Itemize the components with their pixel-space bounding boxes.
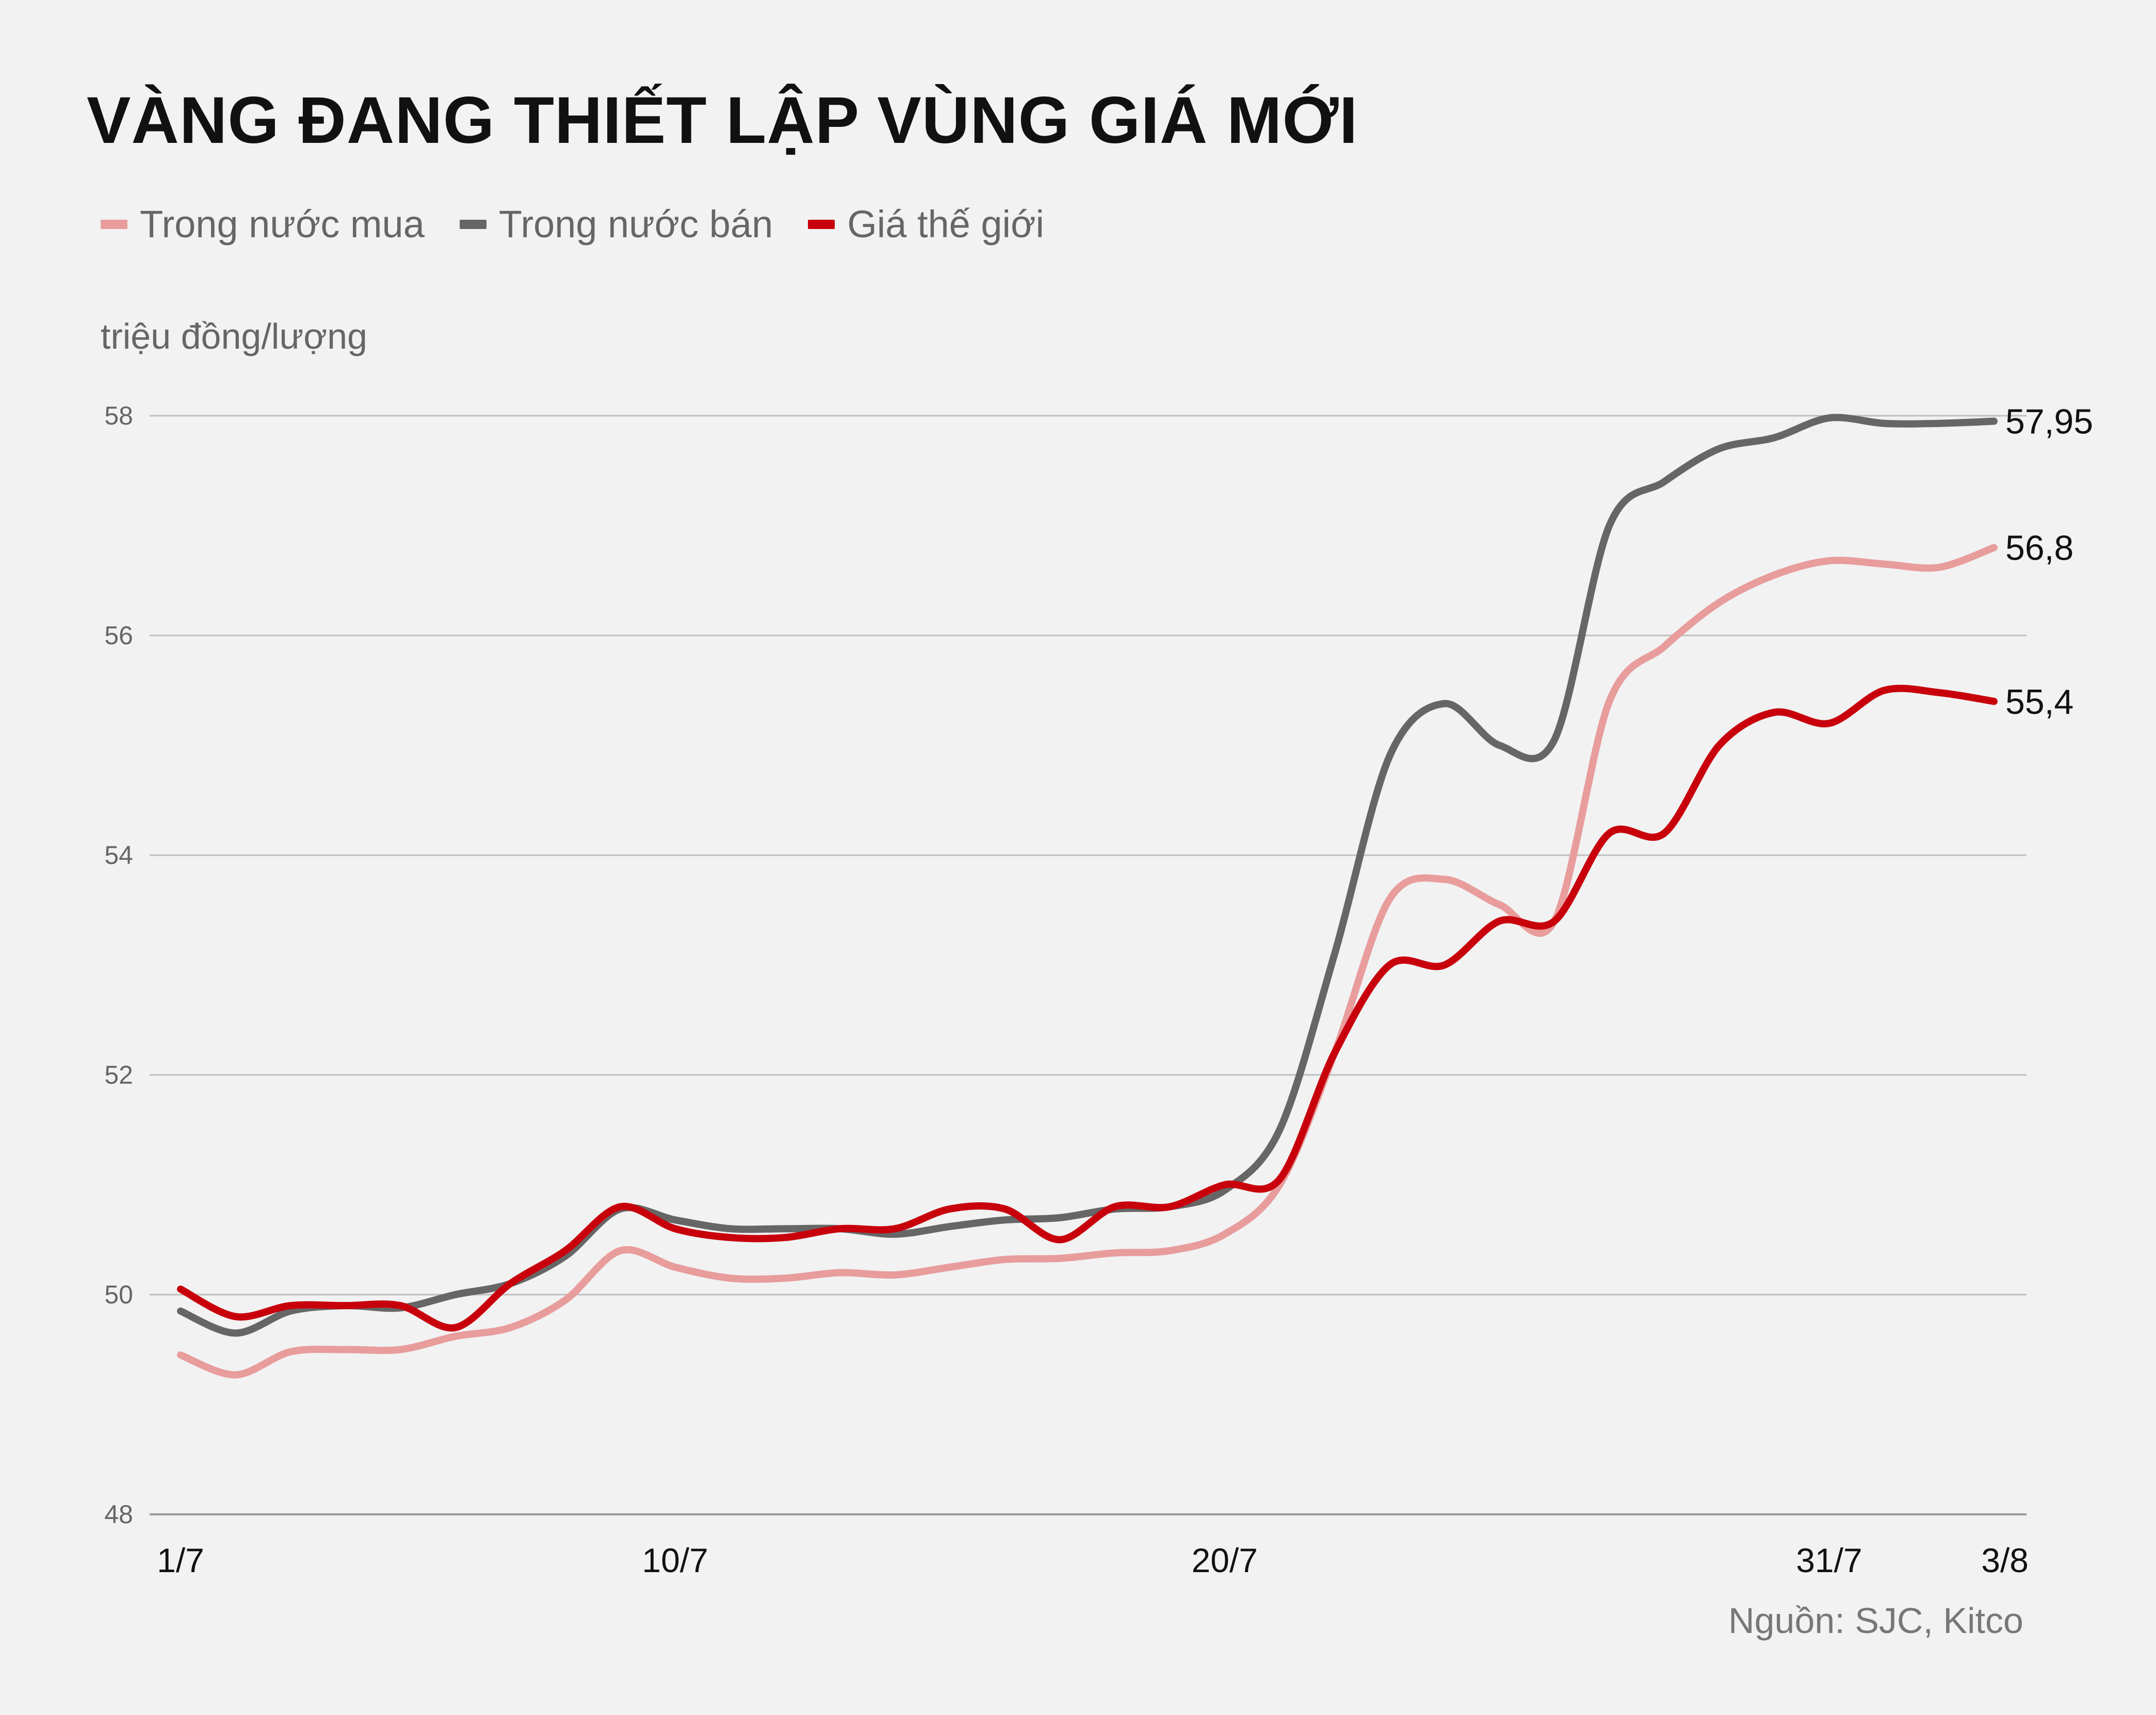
series-line-trong-nuoc-ban [177,414,1998,1337]
end-label-gia-the-gioi: 55,4 [2005,682,2073,722]
legend-swatch-gia-the-gioi [808,219,835,229]
x-tick-label: 3/8 [1981,1541,2029,1579]
end-label-trong-nuoc-mua: 56,8 [2005,529,2073,568]
legend-swatch-trong-nuoc-ban [459,219,487,229]
end-label-trong-nuoc-ban: 57,95 [2005,402,2093,442]
y-tick-label: 50 [104,1280,133,1309]
legend-item-gia-the-gioi: Giá thế giới [808,202,1044,246]
y-tick-label: 52 [104,1060,133,1089]
series-line-gia-the-gioi [177,684,1998,1332]
x-tick-label: 20/7 [1192,1541,1258,1579]
legend-label-trong-nuoc-mua: Trong nước mua [140,203,425,246]
y-axis-ticks: 48 50 52 54 56 58 [104,401,133,1529]
y-tick-label: 56 [104,621,133,650]
x-tick-label: 10/7 [642,1541,708,1579]
series-line-trong-nuoc-mua [177,544,1998,1379]
series-lines [177,414,1998,1379]
source-note: Nguồn: SJC, Kitco [1728,1600,2023,1641]
y-tick-label: 58 [104,401,133,430]
gridlines [150,415,2027,1515]
y-tick-label: 48 [104,1500,133,1529]
x-tick-label: 1/7 [157,1541,204,1579]
x-tick-label: 31/7 [1796,1541,1862,1579]
y-tick-label: 54 [104,841,133,870]
chart-title: VÀNG ĐANG THIẾT LẬP VÙNG GIÁ MỚI [87,84,1358,157]
series-end-labels: 56,8 57,95 55,4 [2005,402,2093,722]
x-axis-ticks: 1/7 10/7 20/7 31/7 3/8 [157,1541,2029,1579]
legend-label-gia-the-gioi: Giá thế giới [847,203,1044,246]
legend-item-trong-nuoc-mua: Trong nước mua [101,202,425,246]
legend-swatch-trong-nuoc-mua [101,219,127,229]
legend-label-trong-nuoc-ban: Trong nước bán [498,203,773,246]
legend: Trong nước mua Trong nước bán Giá thế gi… [101,202,1079,246]
y-axis-unit-label: triệu đồng/lượng [101,316,367,356]
legend-item-trong-nuoc-ban: Trong nước bán [459,202,773,246]
